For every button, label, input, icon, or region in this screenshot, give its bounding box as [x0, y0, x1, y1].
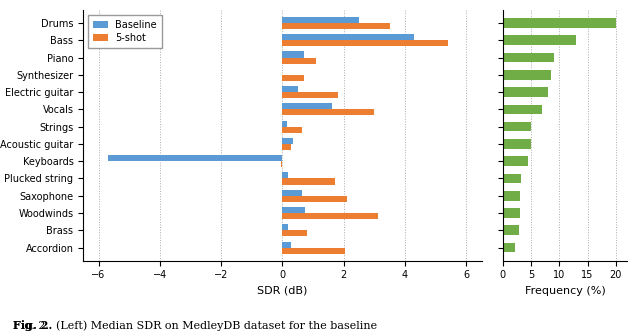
- Bar: [282, 127, 302, 133]
- Bar: [282, 17, 359, 23]
- Bar: [502, 243, 515, 253]
- Bar: [282, 144, 291, 150]
- Bar: [502, 53, 554, 62]
- Bar: [502, 156, 528, 166]
- Bar: [282, 196, 347, 202]
- Bar: [108, 155, 282, 161]
- Bar: [502, 18, 616, 28]
- X-axis label: SDR (dB): SDR (dB): [257, 286, 308, 296]
- Bar: [282, 230, 307, 236]
- Bar: [282, 40, 448, 46]
- Bar: [282, 241, 291, 247]
- Bar: [282, 138, 293, 144]
- Bar: [282, 178, 335, 184]
- Bar: [281, 161, 282, 167]
- Bar: [282, 92, 338, 98]
- Bar: [282, 121, 287, 127]
- Bar: [502, 139, 531, 149]
- Bar: [502, 70, 551, 79]
- Bar: [282, 190, 302, 196]
- Bar: [282, 86, 298, 92]
- Bar: [282, 75, 304, 81]
- Bar: [502, 191, 520, 201]
- Bar: [502, 208, 520, 218]
- Bar: [282, 103, 332, 109]
- Bar: [502, 35, 576, 45]
- Text: Fig. 2.: Fig. 2.: [13, 320, 52, 331]
- Text: Fig. 2.  (Left) Median SDR on MedleyDB dataset for the baseline: Fig. 2. (Left) Median SDR on MedleyDB da…: [13, 320, 377, 331]
- Bar: [282, 247, 346, 254]
- Bar: [282, 34, 414, 40]
- Bar: [282, 23, 390, 29]
- Bar: [502, 225, 518, 235]
- Bar: [282, 51, 304, 57]
- Bar: [502, 105, 542, 114]
- Bar: [282, 172, 288, 178]
- Bar: [282, 213, 378, 219]
- Bar: [502, 122, 531, 132]
- Bar: [502, 174, 521, 183]
- Bar: [282, 224, 288, 230]
- Bar: [282, 109, 374, 116]
- Bar: [282, 207, 305, 213]
- Bar: [282, 57, 316, 63]
- X-axis label: Frequency (%): Frequency (%): [525, 286, 605, 296]
- Bar: [502, 87, 548, 97]
- Legend: Baseline, 5-shot: Baseline, 5-shot: [88, 15, 162, 47]
